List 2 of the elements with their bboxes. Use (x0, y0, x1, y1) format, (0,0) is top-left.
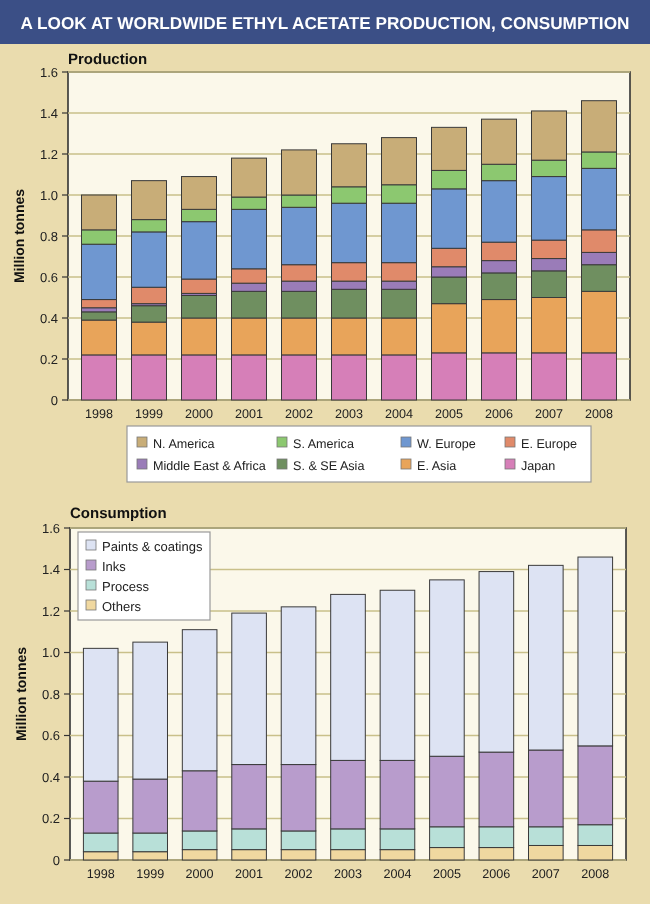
bar (81, 307, 117, 313)
chart-title: A LOOK AT WORLDWIDE ETHYL ACETATE PRODUCTION, CONSUMPTION (20, 13, 630, 33)
